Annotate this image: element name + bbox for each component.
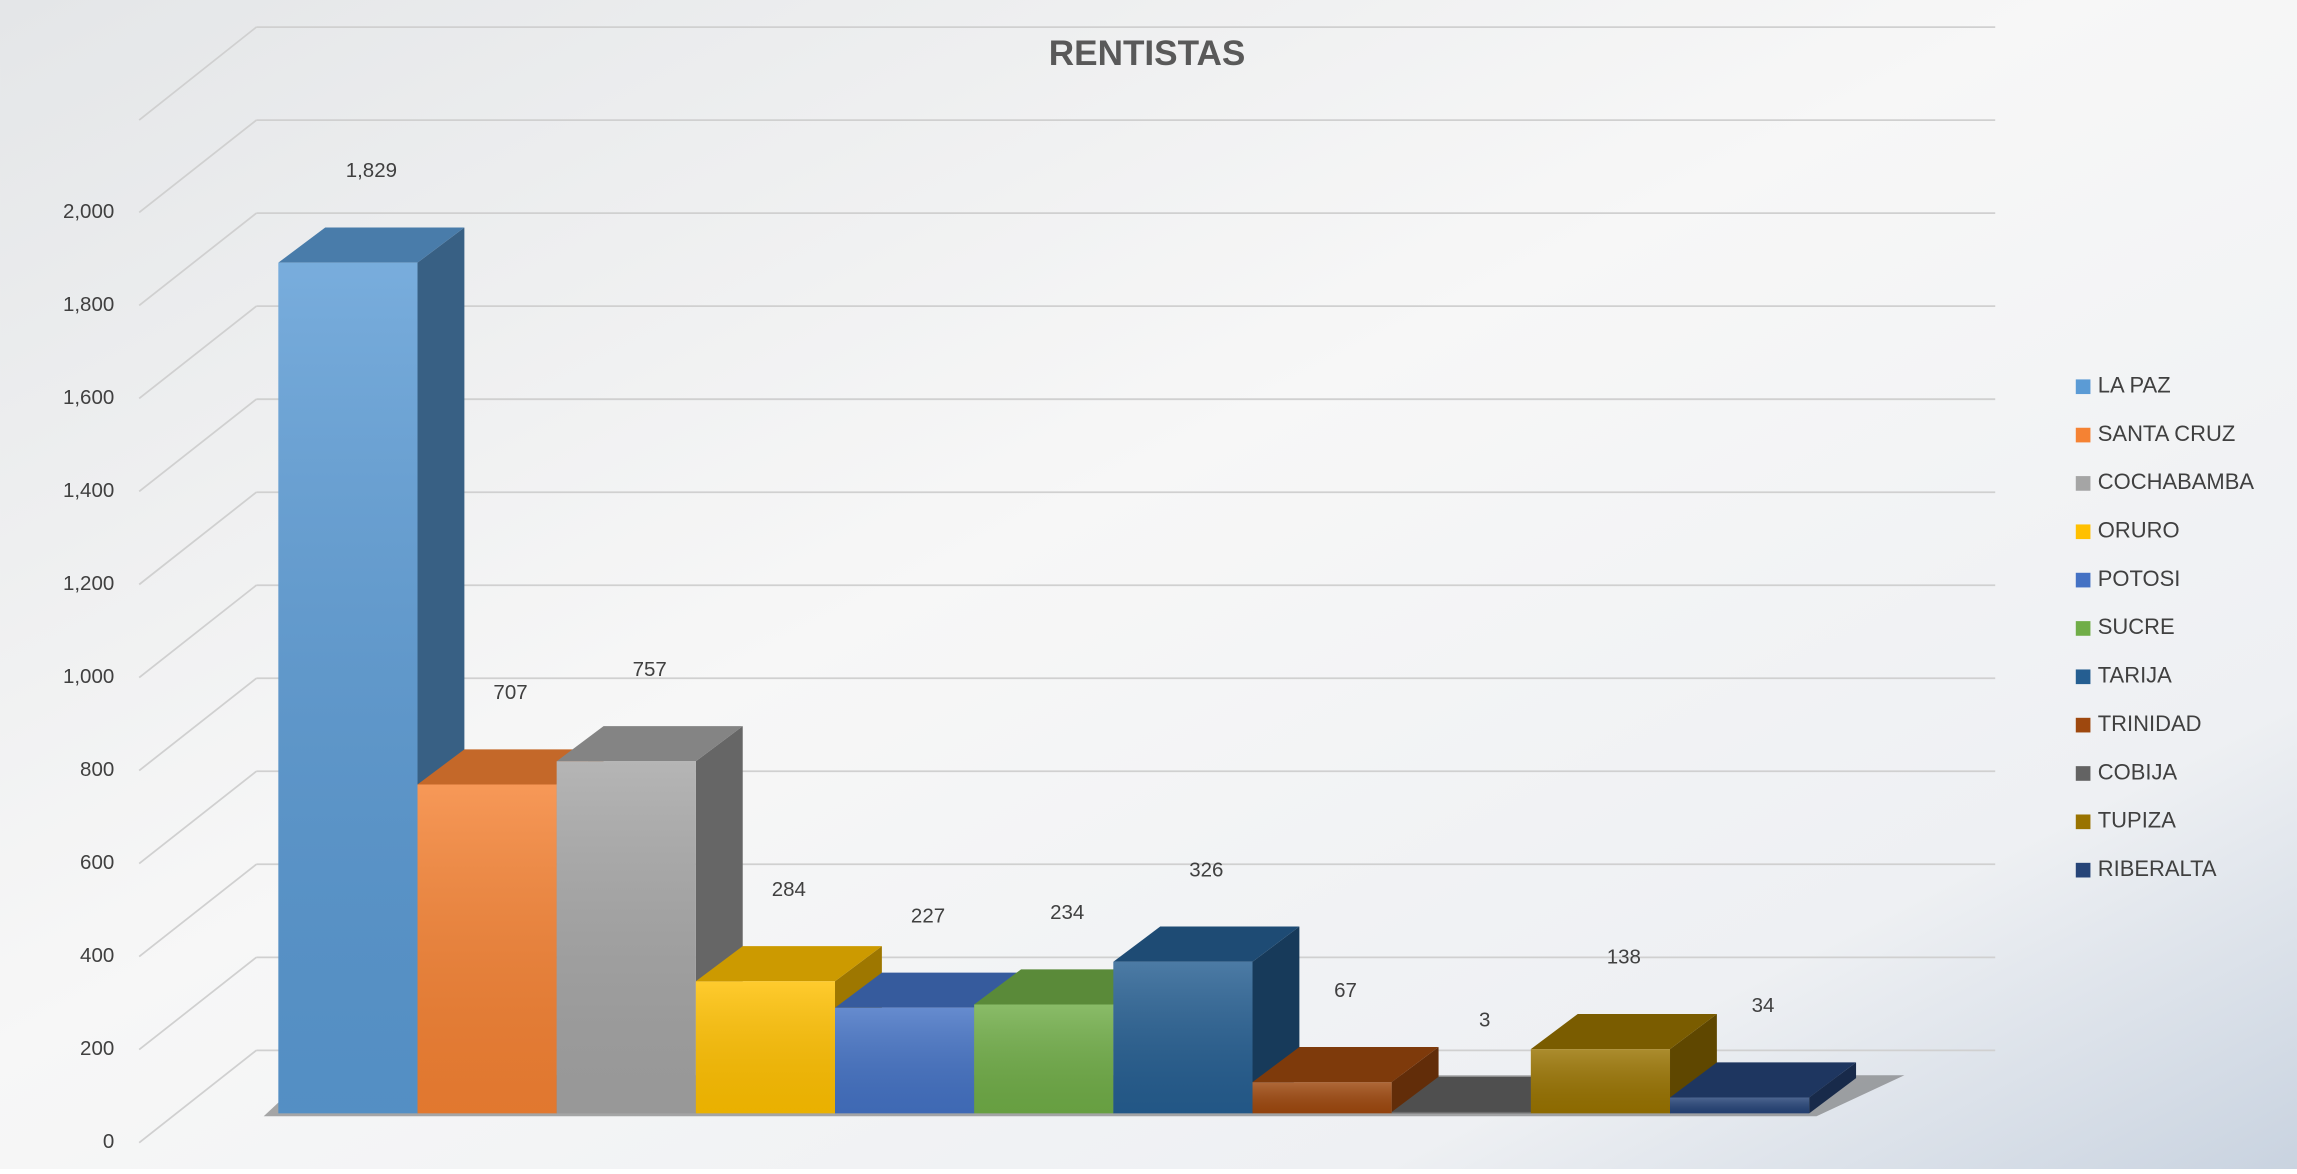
bar-shine xyxy=(835,1007,975,1114)
grid-line-side xyxy=(138,956,257,1051)
grid-line-side xyxy=(138,1049,257,1144)
legend-swatch xyxy=(2075,476,2091,491)
bar-top xyxy=(1670,1062,1857,1098)
bar-shine xyxy=(556,761,696,1114)
bar-side xyxy=(1670,1013,1717,1114)
legend-label: RIBERALTA xyxy=(2098,856,2217,881)
grid-line-side xyxy=(138,677,257,772)
grid-line-side xyxy=(138,584,257,679)
bar-side xyxy=(1809,1062,1857,1114)
legend-swatch xyxy=(2075,862,2091,878)
y-tick-label: 800 xyxy=(80,758,114,781)
legend-label: TRINIDAD xyxy=(2098,711,2202,736)
value-label: 757 xyxy=(633,658,667,681)
grid-line-side xyxy=(138,398,257,493)
legend-swatch xyxy=(2075,379,2091,395)
value-label: 234 xyxy=(1050,901,1084,924)
bar-shine xyxy=(1530,1049,1671,1114)
legend-swatch xyxy=(2075,572,2091,588)
y-tick-label: 1,000 xyxy=(63,665,114,688)
bar-shine xyxy=(417,784,557,1114)
legend-label: SANTA CRUZ xyxy=(2098,421,2236,446)
bar-shine xyxy=(974,1004,1114,1114)
bar-side xyxy=(1391,1047,1439,1114)
y-tick-label: 1,200 xyxy=(63,572,114,595)
grid-line-side xyxy=(138,770,257,865)
y-tick-label: 1,600 xyxy=(63,386,114,409)
grid-line-side xyxy=(138,119,257,214)
value-label: 67 xyxy=(1334,979,1357,1002)
value-label: 326 xyxy=(1189,858,1223,881)
bar-shine xyxy=(1670,1097,1810,1114)
y-tick-label: 400 xyxy=(80,944,114,967)
legend-swatch xyxy=(2075,717,2091,733)
bar-shine xyxy=(278,262,418,1114)
value-label: 1,829 xyxy=(346,159,397,182)
legend-swatch xyxy=(2075,766,2091,781)
value-label: 227 xyxy=(911,904,945,927)
grid-line-side xyxy=(138,863,257,958)
legend-swatch xyxy=(2075,669,2091,685)
legend-swatch xyxy=(2075,621,2091,636)
bars: 1,829 707 757 284 227 234 326 67 3 138 34 xyxy=(263,159,1905,1117)
value-label: 138 xyxy=(1607,946,1641,969)
legend-label: COBIJA xyxy=(2098,759,2178,784)
legend-swatch xyxy=(2075,524,2091,540)
legend-swatch xyxy=(2075,427,2091,443)
y-tick-label: 1,400 xyxy=(63,479,114,502)
value-label: 3 xyxy=(1479,1009,1490,1032)
wall-top-side xyxy=(138,26,257,121)
grid-line-side xyxy=(138,491,257,586)
bar-shine xyxy=(695,981,836,1114)
bar-top xyxy=(1530,1013,1717,1050)
legend-label: TARIJA xyxy=(2098,663,2172,688)
value-label: 707 xyxy=(493,681,527,704)
grid-line-side xyxy=(138,305,257,400)
bar-top xyxy=(695,946,882,982)
legend-label: POTOSI xyxy=(2098,566,2181,591)
y-tick-label: 1,800 xyxy=(63,293,114,316)
bar-top xyxy=(835,972,1022,1008)
bar-shine xyxy=(1113,961,1253,1114)
bar-top xyxy=(556,726,743,762)
legend-label: LA PAZ xyxy=(2098,373,2171,398)
bar-shine xyxy=(1391,1111,1531,1114)
legend-label: COCHABAMBA xyxy=(2098,469,2255,494)
legend-swatch xyxy=(2075,814,2091,830)
bar-shine xyxy=(1252,1082,1392,1114)
bar-top xyxy=(278,227,465,263)
y-tick-label: 0 xyxy=(103,1130,114,1153)
grid-line-side xyxy=(138,212,257,307)
y-tick-label: 200 xyxy=(80,1037,114,1060)
legend-label: TUPIZA xyxy=(2098,808,2176,833)
bar-top xyxy=(1252,1047,1439,1083)
legend-label: ORURO xyxy=(2098,518,2180,543)
chart-title: RENTISTAS xyxy=(1049,34,1246,73)
bar-top xyxy=(1113,926,1300,962)
value-label: 34 xyxy=(1752,994,1775,1017)
y-tick-label: 600 xyxy=(80,851,114,874)
y-tick-label: 2,000 xyxy=(63,200,114,223)
value-label: 284 xyxy=(772,878,806,901)
legend: LA PAZ SANTA CRUZ COCHABAMBA ORURO POTOSI SUC… xyxy=(2075,373,2255,881)
legend-label: SUCRE xyxy=(2098,614,2175,639)
